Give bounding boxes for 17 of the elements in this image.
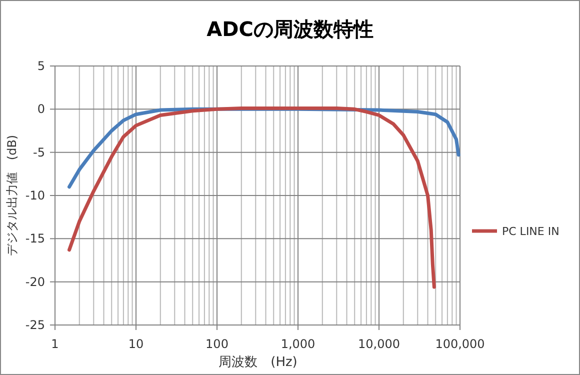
y-tick-label: -15 xyxy=(25,232,45,246)
x-tick-label: 100,000 xyxy=(435,337,485,351)
y-tick-label: -5 xyxy=(33,145,45,160)
y-tick-label: 0 xyxy=(37,102,45,116)
x-tick-label: 100 xyxy=(206,337,228,351)
chart-title: ADCの周波数特性 xyxy=(206,17,374,41)
y-axis-title: デジタル出力値 (dB) xyxy=(5,134,19,256)
x-tick-label: 10,000 xyxy=(358,337,400,351)
x-tick-label: 10 xyxy=(128,337,144,351)
x-axis-title: 周波数 (Hz) xyxy=(218,355,298,370)
x-tick-label: 1 xyxy=(51,337,59,351)
legend-label: PC LINE IN xyxy=(502,225,560,238)
y-tick-label: -20 xyxy=(25,274,45,289)
y-tick-label: 5 xyxy=(37,59,45,73)
x-tick-label: 1,000 xyxy=(280,337,316,351)
y-tick-label: -25 xyxy=(25,318,45,332)
y-tick-label: -10 xyxy=(25,188,45,202)
